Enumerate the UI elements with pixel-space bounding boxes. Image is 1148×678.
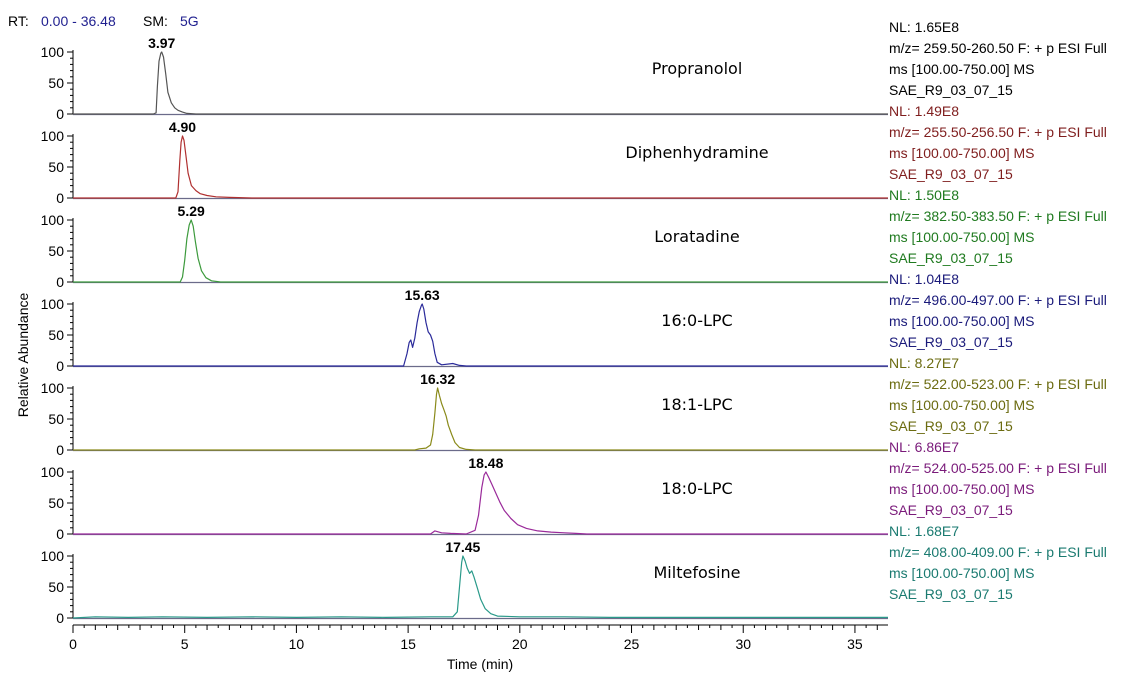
sm-value: 5G [180, 13, 199, 29]
x-tick-label: 20 [512, 636, 528, 652]
x-tick-label: 35 [847, 636, 863, 652]
series-line-7 [72, 555, 888, 619]
y-tick-label: 100 [41, 128, 65, 144]
series-line-4 [73, 303, 888, 367]
x-axis: 0 5 10 15 20 25 30 35 [69, 624, 888, 652]
mz-range-text: m/z= 496.00-497.00 F: + p ESI Full [889, 292, 1107, 308]
ms-scan-text: ms [100.00-750.00] MS [889, 61, 1035, 77]
peak-label: 5.29 [178, 203, 205, 219]
compound-name: 18:1-LPC [661, 395, 732, 414]
nl-text: NL: 1.49E8 [889, 103, 959, 119]
nl-text: NL: 1.04E8 [889, 271, 959, 287]
compound-name: 16:0-LPC [661, 311, 732, 330]
series-line-2 [73, 135, 888, 199]
y-tick-label: 0 [56, 526, 64, 542]
ms-scan-text: ms [100.00-750.00] MS [889, 565, 1035, 581]
y-tick-label: 50 [48, 327, 64, 343]
panels-group: 0 50 100 3.97 Propranolol NL: 1.65E8 m/z= 259.… [41, 19, 1107, 626]
mz-range-text: m/z= 408.00-409.00 F: + p ESI Full [889, 544, 1107, 560]
y-tick-label: 50 [48, 243, 64, 259]
mz-range-text: m/z= 522.00-523.00 F: + p ESI Full [889, 376, 1107, 392]
x-tick-label: 15 [400, 636, 416, 652]
peak-label: 17.45 [445, 539, 480, 555]
x-tick-label: 5 [181, 636, 189, 652]
compound-name: Loratadine [654, 227, 739, 246]
y-tick-label: 50 [48, 159, 64, 175]
y-tick-label: 100 [41, 464, 65, 480]
file-name-text: SAE_R9_03_07_15 [889, 82, 1013, 98]
peak-label: 18.48 [468, 455, 503, 471]
series-line-5 [73, 387, 888, 451]
x-axis-label: Time (min) [447, 656, 513, 672]
mz-range-text: m/z= 259.50-260.50 F: + p ESI Full [889, 40, 1107, 56]
sm-label: SM: [143, 13, 168, 29]
panel-2: 0 50 100 4.90 Diphenhydramine NL: 1.49E8 m/z= … [41, 103, 1107, 206]
y-axis-label: Relative Abundance [15, 293, 31, 418]
panel-4: 0 50 100 15.63 16:0-LPC NL: 1.04E8 m/z= 496.00… [41, 271, 1107, 374]
y-tick-label: 100 [41, 212, 65, 228]
compound-name: Miltefosine [654, 563, 741, 582]
series-line-3 [73, 219, 888, 283]
x-tick-label: 0 [69, 636, 77, 652]
x-tick-label: 10 [289, 636, 305, 652]
rt-range-value: 0.00 - 36.48 [41, 13, 116, 29]
y-tick-label: 100 [41, 548, 65, 564]
file-name-text: SAE_R9_03_07_15 [889, 502, 1013, 518]
y-tick-label: 0 [56, 610, 64, 626]
y-tick-label: 100 [41, 296, 65, 312]
peak-label: 15.63 [405, 287, 440, 303]
ms-scan-text: ms [100.00-750.00] MS [889, 397, 1035, 413]
nl-text: NL: 1.65E8 [889, 19, 959, 35]
y-tick-label: 50 [48, 495, 64, 511]
y-tick-label: 0 [56, 442, 64, 458]
ms-scan-text: ms [100.00-750.00] MS [889, 481, 1035, 497]
rt-label: RT: [8, 13, 29, 29]
x-tick-label: 25 [624, 636, 640, 652]
file-name-text: SAE_R9_03_07_15 [889, 586, 1013, 602]
compound-name: Propranolol [652, 59, 743, 78]
panel-5: 0 50 100 16.32 18:1-LPC NL: 8.27E7 m/z= 522.00… [41, 355, 1107, 458]
ms-scan-text: ms [100.00-750.00] MS [889, 229, 1035, 245]
y-tick-label: 0 [56, 190, 64, 206]
series-line-1 [73, 51, 888, 115]
file-name-text: SAE_R9_03_07_15 [889, 250, 1013, 266]
y-tick-label: 100 [41, 44, 65, 60]
series-line-6 [73, 471, 888, 535]
file-name-text: SAE_R9_03_07_15 [889, 418, 1013, 434]
ms-scan-text: ms [100.00-750.00] MS [889, 313, 1035, 329]
mz-range-text: m/z= 255.50-256.50 F: + p ESI Full [889, 124, 1107, 140]
panel-3: 0 50 100 5.29 Loratadine NL: 1.50E8 m/z= 382.5… [41, 187, 1107, 290]
compound-name: 18:0-LPC [661, 479, 732, 498]
mz-range-text: m/z= 524.00-525.00 F: + p ESI Full [889, 460, 1107, 476]
compound-name: Diphenhydramine [625, 143, 768, 162]
panel-1: 0 50 100 3.97 Propranolol NL: 1.65E8 m/z= 259.… [41, 19, 1107, 122]
y-tick-label: 100 [41, 380, 65, 396]
file-name-text: SAE_R9_03_07_15 [889, 334, 1013, 350]
peak-label: 4.90 [169, 119, 196, 135]
y-tick-label: 0 [56, 274, 64, 290]
y-tick-label: 50 [48, 75, 64, 91]
x-tick-label: 30 [735, 636, 751, 652]
y-tick-label: 50 [48, 579, 64, 595]
nl-text: NL: 1.68E7 [889, 523, 959, 539]
nl-text: NL: 8.27E7 [889, 355, 959, 371]
peak-label: 3.97 [148, 35, 175, 51]
y-tick-label: 50 [48, 411, 64, 427]
panel-7: 0 50 100 17.45 Miltefosine NL: 1.68E7 m/z= 408… [41, 523, 1107, 626]
mz-range-text: m/z= 382.50-383.50 F: + p ESI Full [889, 208, 1107, 224]
nl-text: NL: 1.50E8 [889, 187, 959, 203]
nl-text: NL: 6.86E7 [889, 439, 959, 455]
y-tick-label: 0 [56, 106, 64, 122]
panel-6: 0 50 100 18.48 18:0-LPC NL: 6.86E7 m/z= 524.00… [41, 439, 1107, 542]
peak-label: 16.32 [420, 371, 455, 387]
ms-scan-text: ms [100.00-750.00] MS [889, 145, 1035, 161]
file-name-text: SAE_R9_03_07_15 [889, 166, 1013, 182]
y-tick-label: 0 [56, 358, 64, 374]
